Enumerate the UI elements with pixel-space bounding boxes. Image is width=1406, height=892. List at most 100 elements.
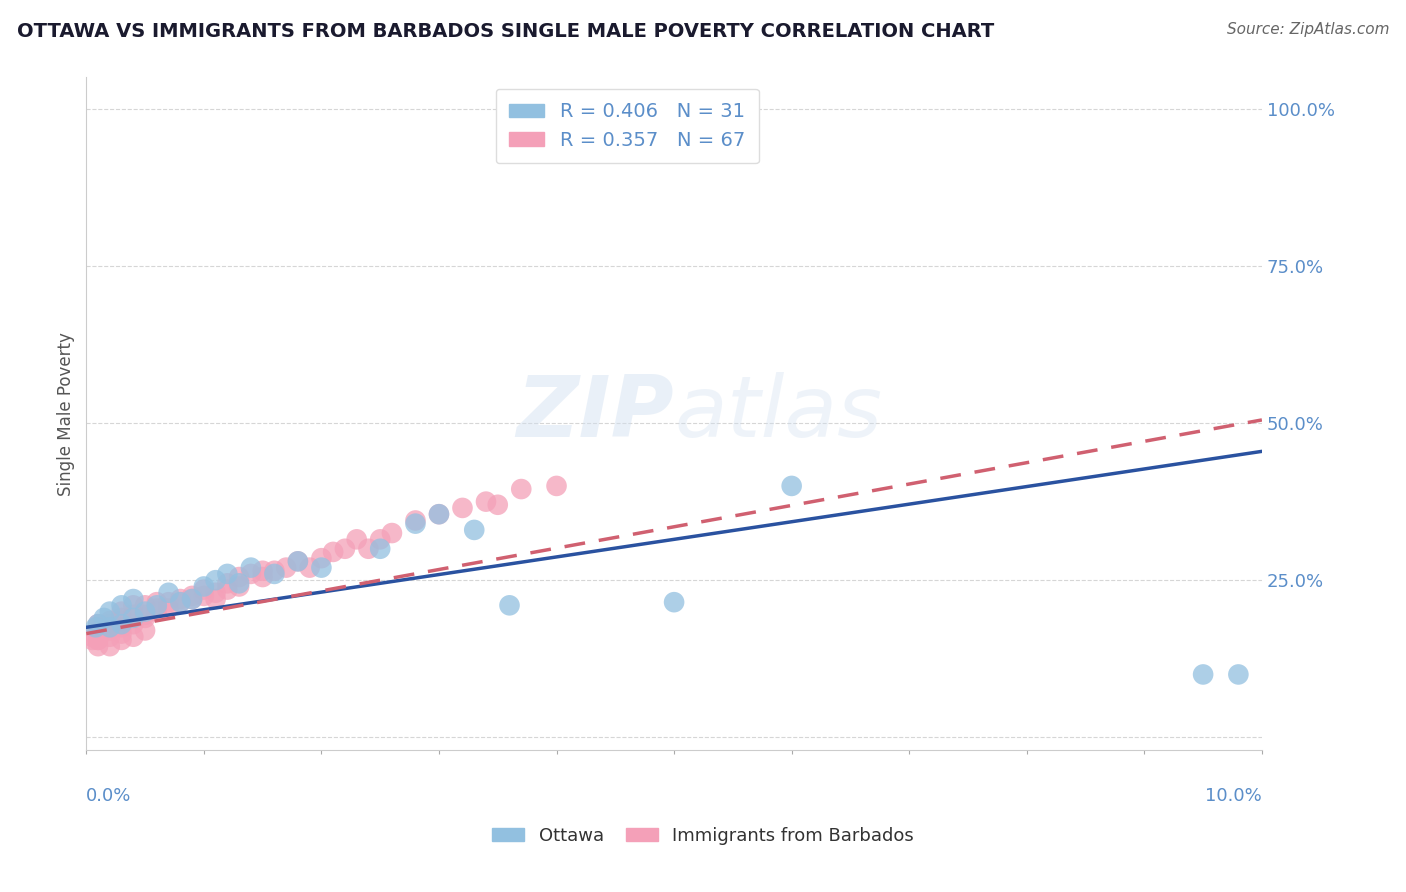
Point [122,630,145,644]
Point [93,611,115,625]
Point [87,617,110,632]
Point [1227,667,1250,681]
Point [157,586,180,600]
Point [84,620,107,634]
Point [110,611,132,625]
Point [510,482,533,496]
Point [298,560,321,574]
Point [193,582,215,597]
Point [134,599,156,613]
Point [87,626,110,640]
Point [217,582,239,597]
Point [98,617,121,632]
Point [98,624,121,638]
Point [169,595,191,609]
Point [110,605,132,619]
Point [239,560,262,574]
Point [169,592,191,607]
Point [311,560,333,574]
Point [333,541,356,556]
Point [1192,667,1215,681]
Point [98,620,121,634]
Point [122,607,145,622]
Point [322,545,344,559]
Point [110,620,132,634]
Point [368,541,391,556]
Point [157,595,180,609]
Point [134,607,156,622]
Point [204,586,226,600]
Point [87,632,110,647]
Point [239,566,262,581]
Point [287,554,309,568]
Point [498,599,520,613]
Point [82,632,104,647]
Text: ZIP: ZIP [516,372,673,455]
Point [146,605,169,619]
Text: Source: ZipAtlas.com: Source: ZipAtlas.com [1226,22,1389,37]
Point [122,611,145,625]
Point [252,564,274,578]
Point [263,566,285,581]
Point [193,589,215,603]
Point [463,523,485,537]
Point [87,617,110,632]
Point [110,626,132,640]
Point [87,620,110,634]
Point [169,595,191,609]
Point [368,533,391,547]
Point [228,579,250,593]
Point [98,605,121,619]
Point [276,560,298,574]
Point [98,630,121,644]
Point [217,576,239,591]
Point [217,566,239,581]
Point [110,599,132,613]
Point [346,533,368,547]
Point [134,624,156,638]
Legend: R = 0.406   N = 31, R = 0.357   N = 67: R = 0.406 N = 31, R = 0.357 N = 67 [495,88,759,163]
Point [427,507,450,521]
Point [98,620,121,634]
Point [122,599,145,613]
Point [87,632,110,647]
Point [110,632,132,647]
Point [157,601,180,615]
Point [82,630,104,644]
Text: 10.0%: 10.0% [1205,787,1263,805]
Text: 0.0%: 0.0% [86,787,132,805]
Text: atlas: atlas [673,372,882,455]
Point [87,639,110,653]
Point [98,639,121,653]
Point [134,605,156,619]
Y-axis label: Single Male Poverty: Single Male Poverty [58,332,75,496]
Point [122,592,145,607]
Point [252,570,274,584]
Point [546,479,568,493]
Point [181,592,204,607]
Point [427,507,450,521]
Point [311,551,333,566]
Point [263,564,285,578]
Point [204,573,226,587]
Point [134,611,156,625]
Point [87,624,110,638]
Point [381,526,404,541]
Point [404,516,426,531]
Point [193,579,215,593]
Point [98,614,121,628]
Point [181,589,204,603]
Legend: Ottawa, Immigrants from Barbados: Ottawa, Immigrants from Barbados [485,820,921,852]
Point [110,614,132,628]
Point [146,601,169,615]
Point [475,494,498,508]
Point [404,514,426,528]
Point [486,498,509,512]
Point [110,617,132,632]
Point [204,592,226,607]
Point [287,554,309,568]
Point [146,595,169,609]
Point [451,500,474,515]
Point [122,617,145,632]
Text: OTTAWA VS IMMIGRANTS FROM BARBADOS SINGLE MALE POVERTY CORRELATION CHART: OTTAWA VS IMMIGRANTS FROM BARBADOS SINGL… [17,22,994,41]
